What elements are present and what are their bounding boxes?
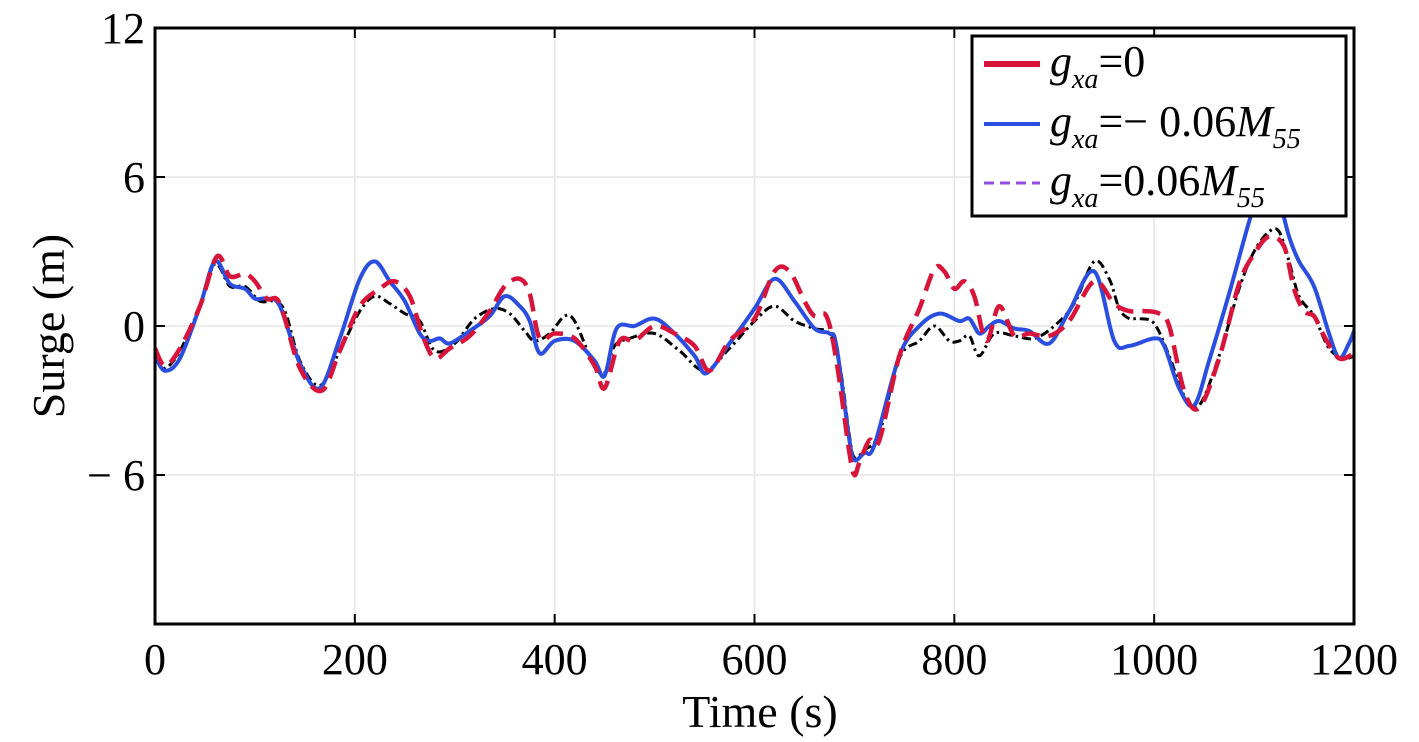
series-line-dashed bbox=[152, 234, 1355, 478]
legend-entry-label: gxa=0 bbox=[1050, 37, 1145, 95]
y-axis-label: Surge (m) bbox=[23, 234, 74, 418]
x-axis-label: Time (s) bbox=[682, 686, 838, 737]
x-tick-label: 200 bbox=[322, 635, 388, 684]
legend-text-part: xa bbox=[1071, 183, 1098, 214]
x-tick-label: 600 bbox=[722, 635, 788, 684]
legend-text-part: M bbox=[1235, 97, 1275, 146]
y-tick-label: − 6 bbox=[87, 451, 145, 500]
series-line-solid bbox=[153, 179, 1356, 463]
x-tick-label: 1200 bbox=[1310, 635, 1398, 684]
legend-text-part: 55 bbox=[1273, 124, 1301, 155]
y-tick-labels: − 6 0 6 12 bbox=[87, 4, 145, 500]
legend-text-part: xa bbox=[1071, 124, 1098, 155]
axis-ticks bbox=[154, 27, 1355, 624]
legend-text-part: =0.06 bbox=[1098, 156, 1200, 205]
x-tick-label: 1000 bbox=[1110, 635, 1198, 684]
x-tick-label: 400 bbox=[522, 635, 588, 684]
legend-text-part: xa bbox=[1071, 64, 1098, 95]
series-line-dashdot bbox=[153, 227, 1355, 460]
legend-text-part: g bbox=[1050, 156, 1072, 205]
x-tick-labels: 0 200 400 600 800 1000 1200 bbox=[144, 635, 1398, 684]
legend-text-part: g bbox=[1050, 97, 1072, 146]
legend-text-part: M bbox=[1199, 156, 1239, 205]
legend-entry-label: gxa=0.06M55 bbox=[1050, 156, 1265, 214]
x-tick-label: 800 bbox=[921, 635, 987, 684]
legend-text-part: =0 bbox=[1098, 37, 1145, 86]
legend-text-part: g bbox=[1050, 37, 1072, 86]
y-tick-label: 0 bbox=[123, 302, 145, 351]
y-tick-label: 12 bbox=[101, 4, 145, 53]
series-lines bbox=[152, 179, 1356, 478]
y-tick-label: 6 bbox=[123, 153, 145, 202]
x-tick-label: 0 bbox=[144, 635, 166, 684]
legend-entry-label: gxa=− 0.06M55 bbox=[1050, 97, 1301, 155]
legend-text-part: =− 0.06 bbox=[1098, 97, 1236, 146]
legend-text-part: 55 bbox=[1237, 183, 1265, 214]
